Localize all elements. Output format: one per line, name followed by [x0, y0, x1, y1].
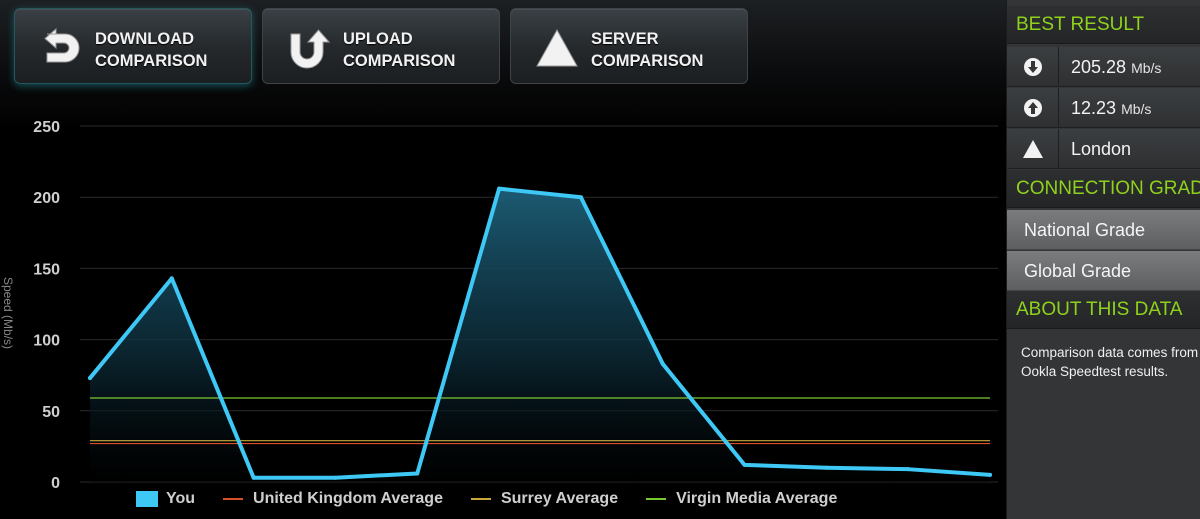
- series-you-line: [88, 186, 992, 480]
- download-icon: [44, 27, 80, 63]
- series-you-point: [824, 465, 829, 470]
- legend-label: United Kingdom Average: [253, 490, 443, 507]
- server-triangle-icon: [536, 28, 578, 67]
- y-tick-label: 250: [33, 119, 60, 136]
- y-tick-label: 200: [33, 190, 60, 207]
- series-you-point: [742, 462, 747, 467]
- side-panel: BEST RESULT 205.28 Mb/s 12.23 Mb/s: [1006, 0, 1200, 519]
- tab-label: UPLOAD COMPARISON: [343, 30, 456, 70]
- series-you-point: [415, 471, 420, 476]
- legend-item-virgin-media-average[interactable]: Virgin Media Average: [646, 490, 837, 508]
- legend-label: Surrey Average: [500, 490, 619, 507]
- upload-icon: [290, 29, 331, 69]
- best-upload-row: 12.23 Mb/s: [1007, 88, 1200, 128]
- global-grade-row[interactable]: Global Grade: [1007, 251, 1200, 291]
- chart-area: DOWNLOAD COMPARISON UPLOAD COMPARISON SERV…: [0, 0, 1006, 519]
- legend-swatch: [646, 498, 667, 500]
- legend-item-surrey-average[interactable]: Surrey Average: [470, 490, 619, 508]
- y-tick-label: 150: [33, 261, 60, 278]
- series-you-point: [906, 467, 911, 472]
- series-you-point: [497, 186, 502, 191]
- series-you-point: [578, 195, 583, 200]
- legend-swatch: [470, 498, 491, 500]
- legend-swatch: [223, 498, 244, 500]
- legend-item-you[interactable]: You: [136, 490, 195, 508]
- best-download-row: 205.28 Mb/s: [1007, 47, 1200, 87]
- series-you-point: [88, 376, 92, 381]
- series-you-point: [251, 475, 256, 480]
- download-arrow-icon: [1023, 57, 1042, 76]
- upload-arrow-icon: [1023, 98, 1042, 117]
- legend-item-uk-average[interactable]: United Kingdom Average: [223, 490, 443, 508]
- series-you-point: [333, 475, 338, 480]
- icon-cell: [1007, 88, 1059, 127]
- legend-label: Virgin Media Average: [676, 490, 838, 507]
- legend-label: You: [166, 490, 196, 507]
- y-tick-label: 50: [42, 404, 60, 421]
- series-you-point: [988, 472, 992, 477]
- best-server-value: London: [1071, 139, 1132, 159]
- tab-upload-comparison[interactable]: UPLOAD COMPARISON: [262, 8, 500, 84]
- server-triangle-icon: [1022, 139, 1043, 158]
- national-grade-row[interactable]: National Grade: [1007, 210, 1200, 250]
- tab-server-comparison[interactable]: SERVER COMPARISON: [510, 8, 748, 84]
- best-download-value: 205.28 Mb/s: [1071, 57, 1162, 77]
- icon-cell: [1007, 129, 1059, 168]
- series-you-area: [90, 188, 990, 482]
- download-speed-chart: 0 50 100 150 200 250: [33, 119, 998, 492]
- tab-label: DOWNLOAD COMPARISON: [95, 30, 208, 70]
- tab-download-comparison[interactable]: DOWNLOAD COMPARISON: [14, 8, 252, 84]
- series-you-point: [660, 361, 665, 366]
- y-tick-label: 0: [51, 475, 60, 492]
- about-data-text: Comparison data comes from Ookla Speedte…: [1021, 345, 1199, 379]
- best-result-header: BEST RESULT: [1007, 6, 1200, 44]
- connection-grade-header: CONNECTION GRADE: [1007, 170, 1200, 208]
- icon-cell: [1007, 47, 1059, 86]
- y-tick-label: 100: [33, 333, 60, 350]
- legend-swatch: [136, 491, 158, 507]
- about-data-header: ABOUT THIS DATA: [1007, 291, 1200, 329]
- tab-label: SERVER COMPARISON: [591, 30, 704, 70]
- best-upload-value: 12.23 Mb/s: [1071, 98, 1152, 118]
- y-axis-label: Speed (Mb/s): [1, 277, 15, 350]
- series-you-point: [169, 276, 174, 281]
- chart-legend: You United Kingdom Average Surrey Averag…: [136, 488, 865, 510]
- best-server-row: London: [1007, 129, 1200, 169]
